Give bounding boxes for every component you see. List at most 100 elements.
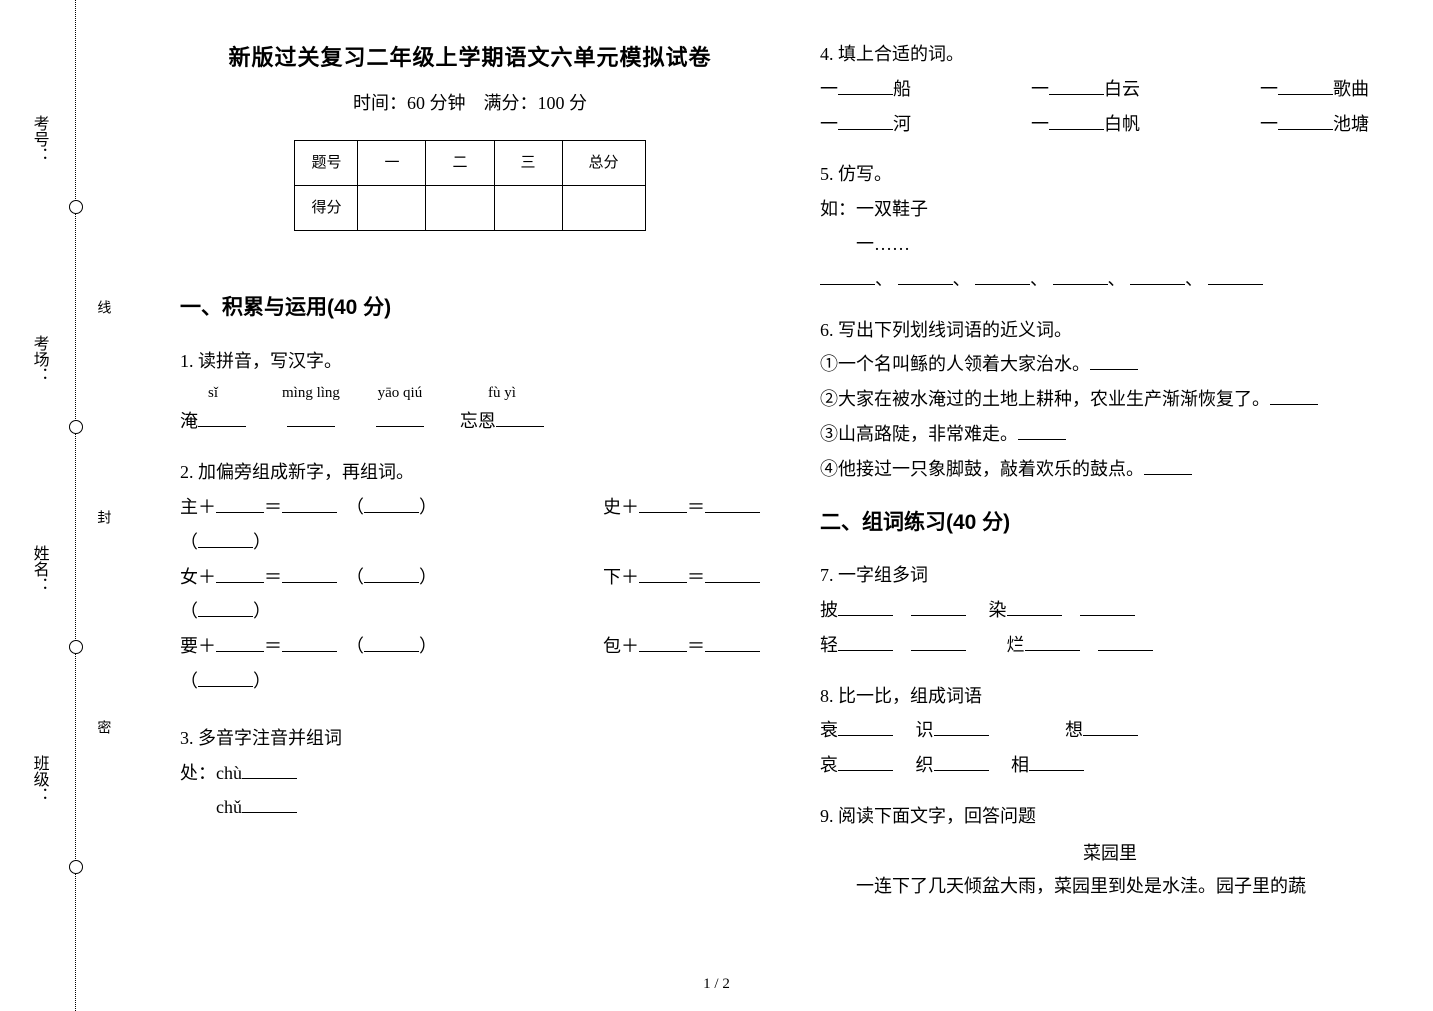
binding-seg: 封 xyxy=(91,510,113,536)
label: 歌曲 xyxy=(1333,79,1369,99)
blank xyxy=(639,565,687,583)
exam-subtitle: 时间：60 分钟 满分：100 分 xyxy=(180,89,760,118)
blank xyxy=(838,598,893,616)
q2-line: （） xyxy=(180,528,437,557)
label: 要＋ xyxy=(180,636,216,656)
blank xyxy=(705,634,760,652)
blank xyxy=(1007,598,1062,616)
q6-line: ②大家在被水淹过的土地上耕种，农业生产渐渐恢复了。 xyxy=(820,385,1400,414)
q1-item: mìng lìng xyxy=(282,381,340,436)
q2-line: 包＋＝ xyxy=(603,632,760,661)
blank xyxy=(1098,633,1153,651)
q5-blanks: 、 、 、 、 、 xyxy=(820,265,1400,294)
q7-row: 披 染 xyxy=(820,596,1400,625)
q4-item: 一歌曲 xyxy=(1260,75,1369,104)
blank xyxy=(216,495,264,513)
blank xyxy=(975,267,1030,285)
blank xyxy=(1144,457,1192,475)
question-3: 3. 多音字注音并组词 处：chù chǔ xyxy=(180,724,760,822)
section-2-heading: 二、组词练习(40 分) xyxy=(820,506,1400,540)
label: 披 xyxy=(820,600,838,620)
table-row: 题号 一 二 三 总分 xyxy=(295,140,645,185)
score-table: 题号 一 二 三 总分 得分 xyxy=(294,140,645,231)
blank xyxy=(198,599,253,617)
q2-line: 要＋＝ （） xyxy=(180,632,437,661)
q1-item: yāo qiú xyxy=(376,381,424,436)
blank xyxy=(216,565,264,583)
label: 白帆 xyxy=(1104,114,1140,134)
label: 哀 xyxy=(820,755,838,775)
label: 池塘 xyxy=(1333,114,1369,134)
td: 得分 xyxy=(295,185,358,230)
q9-title: 菜园里 xyxy=(820,839,1400,868)
q2-line xyxy=(603,597,760,626)
label: 白云 xyxy=(1104,79,1140,99)
blank xyxy=(838,753,893,771)
blank xyxy=(496,409,544,427)
blank xyxy=(364,634,419,652)
blank xyxy=(934,718,989,736)
blank xyxy=(639,495,687,513)
label: 史＋ xyxy=(603,497,639,517)
q4-item: 一河 xyxy=(820,110,911,139)
q2-line: 女＋＝ （） xyxy=(180,563,437,592)
question-7: 7. 一字组多词 披 染 轻 烂 xyxy=(820,561,1400,659)
q2-line: 下＋＝ xyxy=(603,563,760,592)
question-9: 9. 阅读下面文字，回答问题 菜园里 一连下了几天倾盆大雨，菜园里到处是水洼。园… xyxy=(820,802,1400,900)
blank xyxy=(1130,267,1185,285)
blank xyxy=(705,565,760,583)
hanzi: 淹 xyxy=(180,411,198,431)
binding-circle xyxy=(69,420,83,434)
exam-title: 新版过关复习二年级上学期语文六单元模拟试卷 xyxy=(180,40,760,75)
q4-row: 一船 一白云 一歌曲 xyxy=(820,75,1400,104)
hanzi: 忘恩 xyxy=(460,411,496,431)
pinyin: chǔ xyxy=(216,797,242,817)
question-2: 2. 加偏旁组成新字，再组词。 主＋＝ （） （） 女＋＝ （） （） 要＋＝ … xyxy=(180,458,760,702)
q3-line: chǔ xyxy=(180,793,760,822)
q5-example: 如：一双鞋子 xyxy=(820,195,1400,224)
pinyin: sǐ xyxy=(180,381,246,405)
th: 二 xyxy=(426,140,494,185)
pinyin: chù xyxy=(216,763,242,783)
q2-line: 主＋＝ （） xyxy=(180,493,437,522)
q6-line: ①一个名叫鲧的人领着大家治水。 xyxy=(820,350,1400,379)
blank xyxy=(838,633,893,651)
q2-line: 史＋＝ xyxy=(603,493,760,522)
label: 处： xyxy=(180,763,216,783)
q1-stem: 1. 读拼音，写汉字。 xyxy=(180,347,760,376)
q1-items: sǐ 淹 mìng lìng yāo qiú fù yì 忘恩 xyxy=(180,381,760,436)
label: 织 xyxy=(916,755,934,775)
q4-item: 一白云 xyxy=(1031,75,1140,104)
text: ④他接过一只象脚鼓，敲着欢乐的鼓点。 xyxy=(820,459,1144,479)
q6-line: ③山高路陡，非常难走。 xyxy=(820,420,1400,449)
td xyxy=(494,185,562,230)
binding-seg: 密 xyxy=(91,720,113,746)
q6-stem: 6. 写出下列划线词语的近义词。 xyxy=(820,316,1400,345)
q6-line: ④他接过一只象脚鼓，敲着欢乐的鼓点。 xyxy=(820,455,1400,484)
blank xyxy=(1208,267,1263,285)
label: 衰 xyxy=(820,720,838,740)
q9-body: 一连下了几天倾盆大雨，菜园里到处是水洼。园子里的蔬 xyxy=(820,872,1400,901)
question-4: 4. 填上合适的词。 一船 一白云 一歌曲 一河 一白帆 一池塘 xyxy=(820,40,1400,138)
binding-label: 姓名： xyxy=(26,545,52,593)
label: 包＋ xyxy=(603,636,639,656)
table-row: 得分 xyxy=(295,185,645,230)
blank xyxy=(911,598,966,616)
q7-row: 轻 烂 xyxy=(820,631,1400,660)
q1-item: fù yì 忘恩 xyxy=(460,381,544,436)
q2-line: （） xyxy=(180,597,437,626)
text: ③山高路陡，非常难走。 xyxy=(820,424,1018,444)
blank xyxy=(898,267,953,285)
q4-item: 一池塘 xyxy=(1260,110,1369,139)
blank xyxy=(934,753,989,771)
q4-stem: 4. 填上合适的词。 xyxy=(820,40,1400,69)
blank xyxy=(1053,267,1108,285)
q8-stem: 8. 比一比，组成词语 xyxy=(820,682,1400,711)
binding-edge: 考号： 考场： 姓名： 班级： 线 封 密 xyxy=(75,0,165,1011)
question-1: 1. 读拼音，写汉字。 sǐ 淹 mìng lìng yāo qiú fù yì… xyxy=(180,347,760,437)
blank xyxy=(198,409,246,427)
blank xyxy=(216,634,264,652)
q1-item: sǐ 淹 xyxy=(180,381,246,436)
section-1-heading: 一、积累与运用(40 分) xyxy=(180,291,760,325)
blank xyxy=(911,633,966,651)
